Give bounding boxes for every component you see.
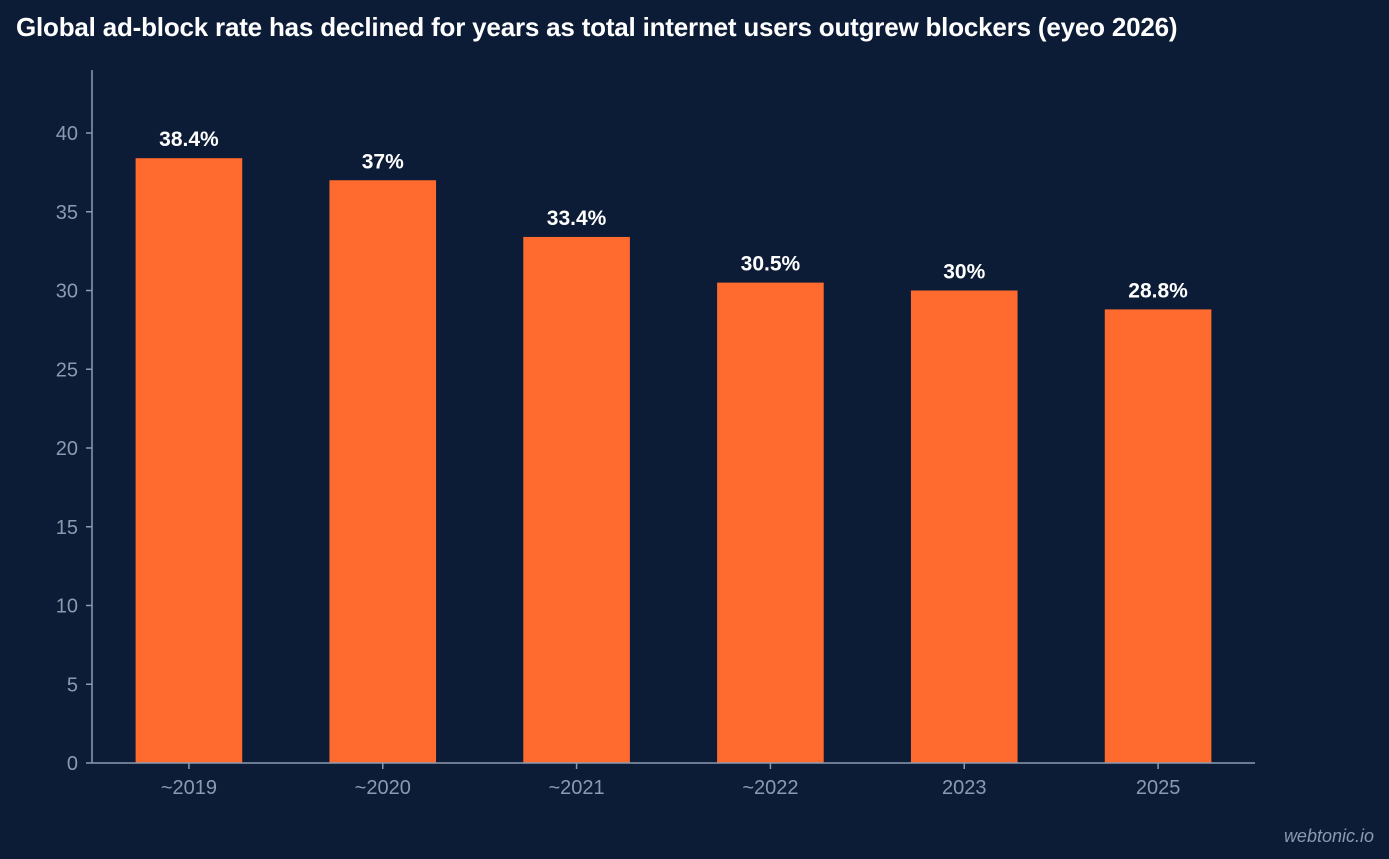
- data-label-1: 37%: [362, 150, 404, 173]
- data-label-4: 30%: [943, 261, 985, 284]
- data-label-0: 38.4%: [159, 128, 219, 151]
- data-label-3: 30.5%: [741, 253, 801, 276]
- y-tick-label-5: 25: [56, 359, 78, 381]
- x-tick-label-3: ~2022: [742, 777, 798, 799]
- data-label-5: 28.8%: [1128, 279, 1188, 302]
- bars-layer: [135, 158, 1212, 763]
- axes-layer: ~2019 ~2020 ~2021 ~2022 2023 2025051015202530…: [56, 70, 1255, 799]
- bar-2: [523, 236, 630, 763]
- data-label-2: 33.4%: [547, 207, 607, 230]
- y-tick-label-0: 0: [67, 753, 78, 775]
- watermark: webtonic.io: [1283, 826, 1374, 846]
- x-tick-label-4: 2023: [942, 777, 987, 799]
- y-tick-label-4: 20: [56, 438, 78, 460]
- x-tick-label-1: ~2020: [355, 777, 411, 799]
- bar-5: [1104, 309, 1212, 763]
- y-tick-label-6: 30: [56, 281, 78, 303]
- bar-0: [135, 158, 243, 763]
- y-tick-label-7: 35: [56, 202, 78, 224]
- y-tick-label-3: 15: [56, 517, 78, 539]
- y-tick-label-1: 5: [67, 674, 78, 696]
- x-tick-label-0: ~2019: [161, 777, 217, 799]
- bar-4: [910, 290, 1018, 763]
- y-tick-label-8: 40: [56, 123, 78, 145]
- bar-1: [329, 180, 437, 763]
- bar-3: [717, 282, 824, 763]
- y-tick-label-2: 10: [56, 596, 78, 618]
- x-tick-label-5: 2025: [1136, 777, 1181, 799]
- data-labels-layer: 38.4% 37% 33.4% 30.5% 30% 28.8%: [159, 128, 1188, 302]
- x-tick-label-2: ~2021: [548, 777, 604, 799]
- chart-title: Global ad-block rate has declined for ye…: [16, 12, 1178, 42]
